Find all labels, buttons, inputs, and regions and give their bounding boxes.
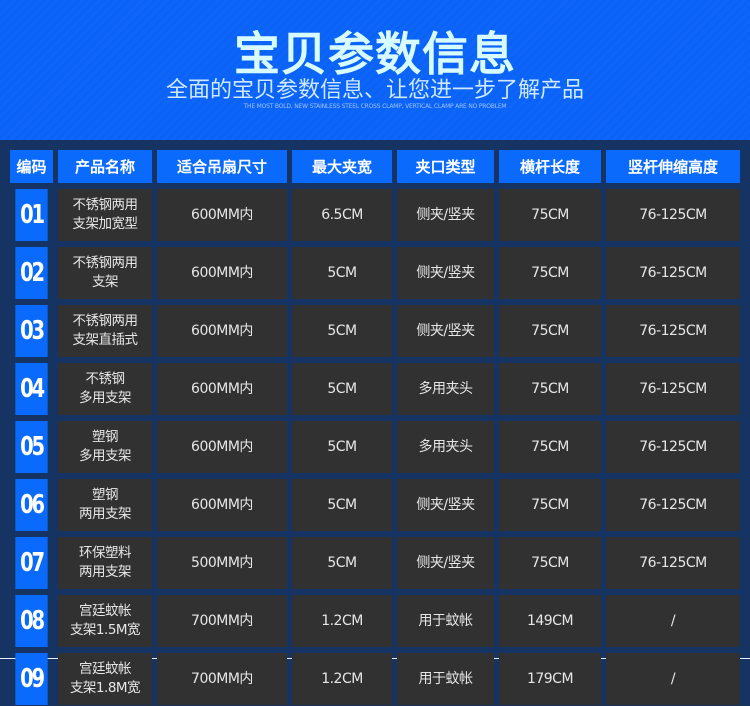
table-cell: 5CM <box>292 479 392 531</box>
table-cell: 600MM内 <box>157 479 287 531</box>
column-header: 横杆长度 <box>499 150 601 183</box>
product-name-cell: 不锈钢两用 支架 <box>58 247 152 299</box>
table-cell: 75CM <box>499 305 601 357</box>
product-name-cell: 不锈钢两用 支架直插式 <box>58 305 152 357</box>
table-cell: 多用夹头 <box>397 421 494 473</box>
table-cell: 75CM <box>499 537 601 589</box>
product-name-cell: 宫廷蚊帐 支架1.5M宽 <box>58 595 152 647</box>
table-cell: 500MM内 <box>157 537 287 589</box>
table-cell: 75CM <box>499 247 601 299</box>
table-cell: 149CM <box>499 595 601 647</box>
product-name-cell: 不锈钢两用 支架加宽型 <box>58 189 152 241</box>
row-code: 08 <box>15 595 48 647</box>
table-cell: 600MM内 <box>157 247 287 299</box>
table-cell: 侧夹/竖夹 <box>397 305 494 357</box>
table-cell: 侧夹/竖夹 <box>397 189 494 241</box>
column-header: 最大夹宽 <box>292 150 392 183</box>
product-name-cell: 塑钢 两用支架 <box>58 479 152 531</box>
table-cell: 75CM <box>499 189 601 241</box>
row-code: 05 <box>15 421 48 473</box>
table-cell: 侧夹/竖夹 <box>397 537 494 589</box>
row-code: 09 <box>15 653 48 705</box>
table-cell: 用于蚊帐 <box>397 595 494 647</box>
row-code: 07 <box>15 537 48 589</box>
product-name-cell: 不锈钢 多用支架 <box>58 363 152 415</box>
table-cell: 多用夹头 <box>397 363 494 415</box>
table-cell: 600MM内 <box>157 189 287 241</box>
page-title: 宝贝参数信息 <box>234 27 516 81</box>
table-cell: 侧夹/竖夹 <box>397 247 494 299</box>
table-cell: 5CM <box>292 247 392 299</box>
table-cell: 700MM内 <box>157 653 287 705</box>
table-cell: 700MM内 <box>157 595 287 647</box>
table-cell: 600MM内 <box>157 305 287 357</box>
table-cell: 600MM内 <box>157 363 287 415</box>
table-cell: 5CM <box>292 421 392 473</box>
row-code: 04 <box>15 363 48 415</box>
table-cell: 76-125CM <box>606 189 740 241</box>
row-code: 02 <box>15 247 48 299</box>
table-cell: 侧夹/竖夹 <box>397 479 494 531</box>
product-name-cell: 宫廷蚊帐 支架1.8M宽 <box>58 653 152 705</box>
column-header: 适合吊扇尺寸 <box>157 150 287 183</box>
table-cell: 600MM内 <box>157 421 287 473</box>
table-cell: 76-125CM <box>606 305 740 357</box>
table-cell: 75CM <box>499 479 601 531</box>
table-cell: 5CM <box>292 537 392 589</box>
table-cell: / <box>606 595 740 647</box>
column-header: 竖杆伸缩高度 <box>606 150 740 183</box>
table-cell: 76-125CM <box>606 479 740 531</box>
english-tagline: THE MOST BOLD, NEW STAINLESS STEEL CROSS… <box>243 103 507 110</box>
table-cell: / <box>606 653 740 705</box>
column-header: 编码 <box>10 150 53 183</box>
table-cell: 76-125CM <box>606 421 740 473</box>
page-subtitle: 全面的宝贝参数信息、让您进一步了解产品 <box>165 78 584 103</box>
table-cell: 5CM <box>292 363 392 415</box>
table-cell: 5CM <box>292 305 392 357</box>
table-cell: 76-125CM <box>606 247 740 299</box>
row-code: 01 <box>15 189 48 241</box>
product-name-cell: 塑钢 多用支架 <box>58 421 152 473</box>
table-cell: 75CM <box>499 421 601 473</box>
column-header: 夹口类型 <box>397 150 494 183</box>
table-cell: 1.2CM <box>292 595 392 647</box>
table-cell: 6.5CM <box>292 189 392 241</box>
column-header: 产品名称 <box>58 150 152 183</box>
row-code: 03 <box>15 305 48 357</box>
spec-table: 编码 产品名称 适合吊扇尺寸 最大夹宽 夹口类型 横杆长度 竖杆伸缩高度 01 不锈钢两用 支架… <box>10 150 746 705</box>
header-banner: 宝贝参数信息 全面的宝贝参数信息、让您进一步了解产品 THE MOST BOLD… <box>0 0 750 140</box>
product-name-cell: 环保塑料 两用支架 <box>58 537 152 589</box>
table-cell: 76-125CM <box>606 537 740 589</box>
table-cell: 76-125CM <box>606 363 740 415</box>
table-cell: 179CM <box>499 653 601 705</box>
row-code: 06 <box>15 479 48 531</box>
table-cell: 用于蚊帐 <box>397 653 494 705</box>
table-cell: 1.2CM <box>292 653 392 705</box>
table-cell: 75CM <box>499 363 601 415</box>
